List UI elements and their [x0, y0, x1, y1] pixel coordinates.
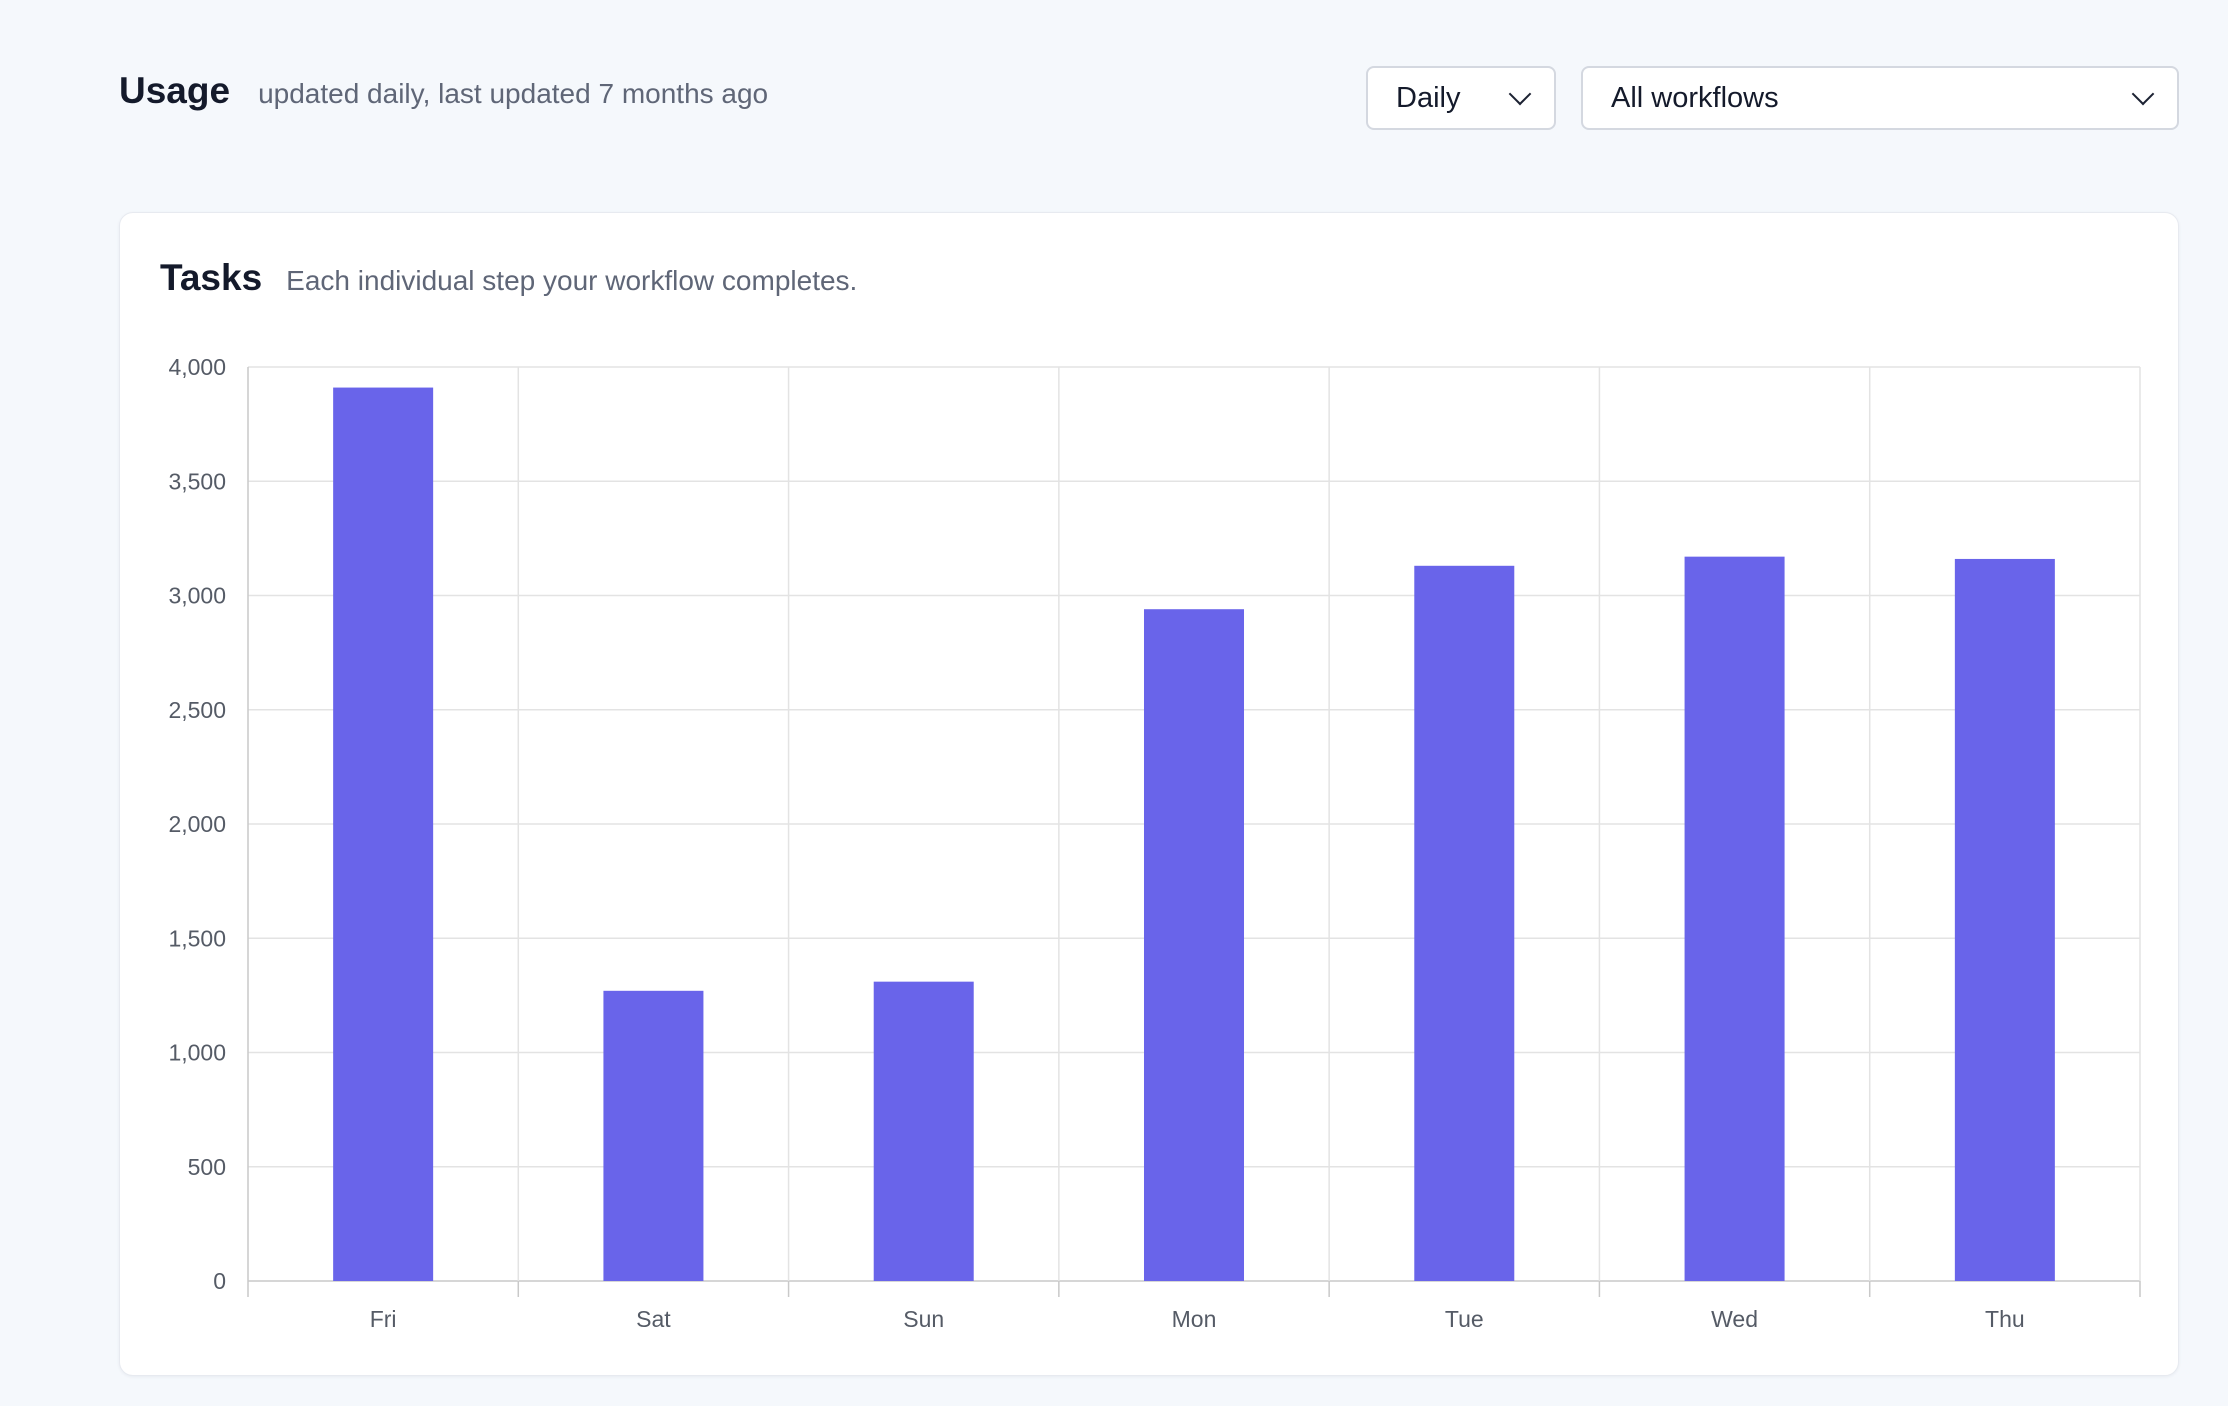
tasks-description: Each individual step your workflow compl…: [286, 265, 858, 296]
tasks-title: Tasks: [160, 257, 263, 298]
bar-tue: [1414, 565, 1515, 1281]
page-title: Usage: [119, 70, 231, 111]
x-tick-label: Mon: [1172, 1306, 1217, 1332]
tasks-card: Tasks Each individual step your workflow…: [119, 212, 2179, 1376]
usage-header: Usage updated daily, last updated 7 mont…: [119, 70, 768, 112]
y-tick-label: 3,500: [168, 468, 226, 494]
x-tick-label: Wed: [1711, 1306, 1758, 1332]
y-tick-label: 0: [213, 1268, 226, 1294]
x-tick-label: Fri: [370, 1306, 397, 1332]
period-select[interactable]: Daily: [1366, 66, 1556, 130]
bar-mon: [1143, 609, 1245, 1281]
chevron-down-icon: [2131, 82, 2155, 106]
workflow-select-value: All workflows: [1611, 81, 1779, 114]
y-tick-label: 4,000: [168, 354, 226, 380]
tasks-card-header: Tasks Each individual step your workflow…: [160, 257, 857, 299]
y-tick-label: 1,000: [168, 1040, 226, 1066]
tasks-bar-chart: 0 500 1,000 1,500 2,000 2,500 3,000 3,500 4,000 F…: [168, 354, 2141, 1332]
chevron-down-icon: [1508, 82, 1532, 106]
x-tick-label: Sat: [636, 1306, 671, 1332]
period-select-value: Daily: [1396, 81, 1461, 114]
bar-wed: [1684, 556, 1785, 1281]
y-tick-label: 3,000: [168, 583, 226, 609]
y-tick-label: 2,500: [168, 697, 226, 723]
x-tick-label: Tue: [1445, 1306, 1484, 1332]
update-status-text: updated daily, last updated 7 months ago: [258, 78, 769, 109]
y-tick-label: 1,500: [168, 925, 226, 951]
bar-thu: [1954, 558, 2055, 1281]
y-tick-label: 2,000: [168, 811, 226, 837]
workflow-select[interactable]: All workflows: [1581, 66, 2179, 130]
x-tick-label: Thu: [1985, 1306, 2025, 1332]
x-tick-label: Sun: [903, 1306, 944, 1332]
bar-fri: [333, 387, 434, 1281]
bar-sat: [603, 990, 704, 1281]
bar-sun: [873, 981, 974, 1281]
y-tick-label: 500: [188, 1154, 226, 1180]
